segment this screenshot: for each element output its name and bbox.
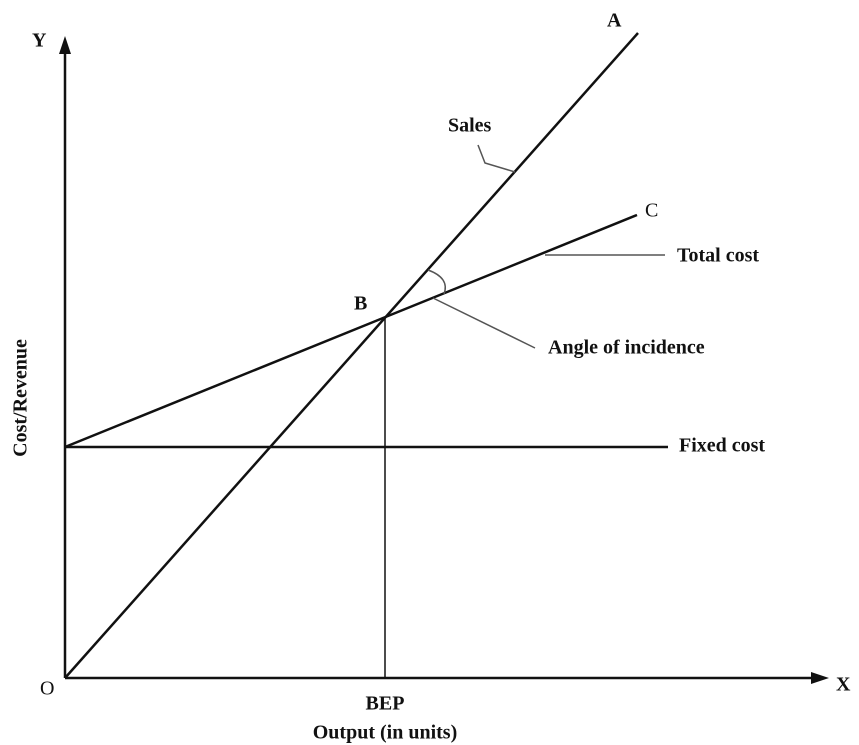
point-c: C	[645, 200, 658, 222]
sales-line	[64, 32, 639, 679]
angle-label: Angle of incidence	[548, 337, 705, 359]
total-cost-label: Total cost	[677, 245, 759, 267]
point-b: B	[354, 293, 367, 315]
angle-leader	[432, 297, 536, 349]
fixed-cost-label: Fixed cost	[679, 435, 765, 457]
point-a: A	[607, 10, 622, 32]
origin-label: O	[40, 678, 54, 700]
sales-label: Sales	[448, 115, 492, 137]
bep-label: BEP	[366, 693, 405, 715]
x-axis-label: X	[836, 674, 851, 696]
y-title: Cost/Revenue	[10, 339, 32, 457]
total-cost-line	[64, 213, 638, 449]
sales-leader	[477, 144, 516, 173]
y-arrow	[59, 36, 71, 54]
x-title: Output (in units)	[313, 722, 458, 744]
x-arrow	[811, 672, 829, 684]
y-axis-label: Y	[32, 30, 47, 52]
angle-arc	[427, 269, 446, 295]
